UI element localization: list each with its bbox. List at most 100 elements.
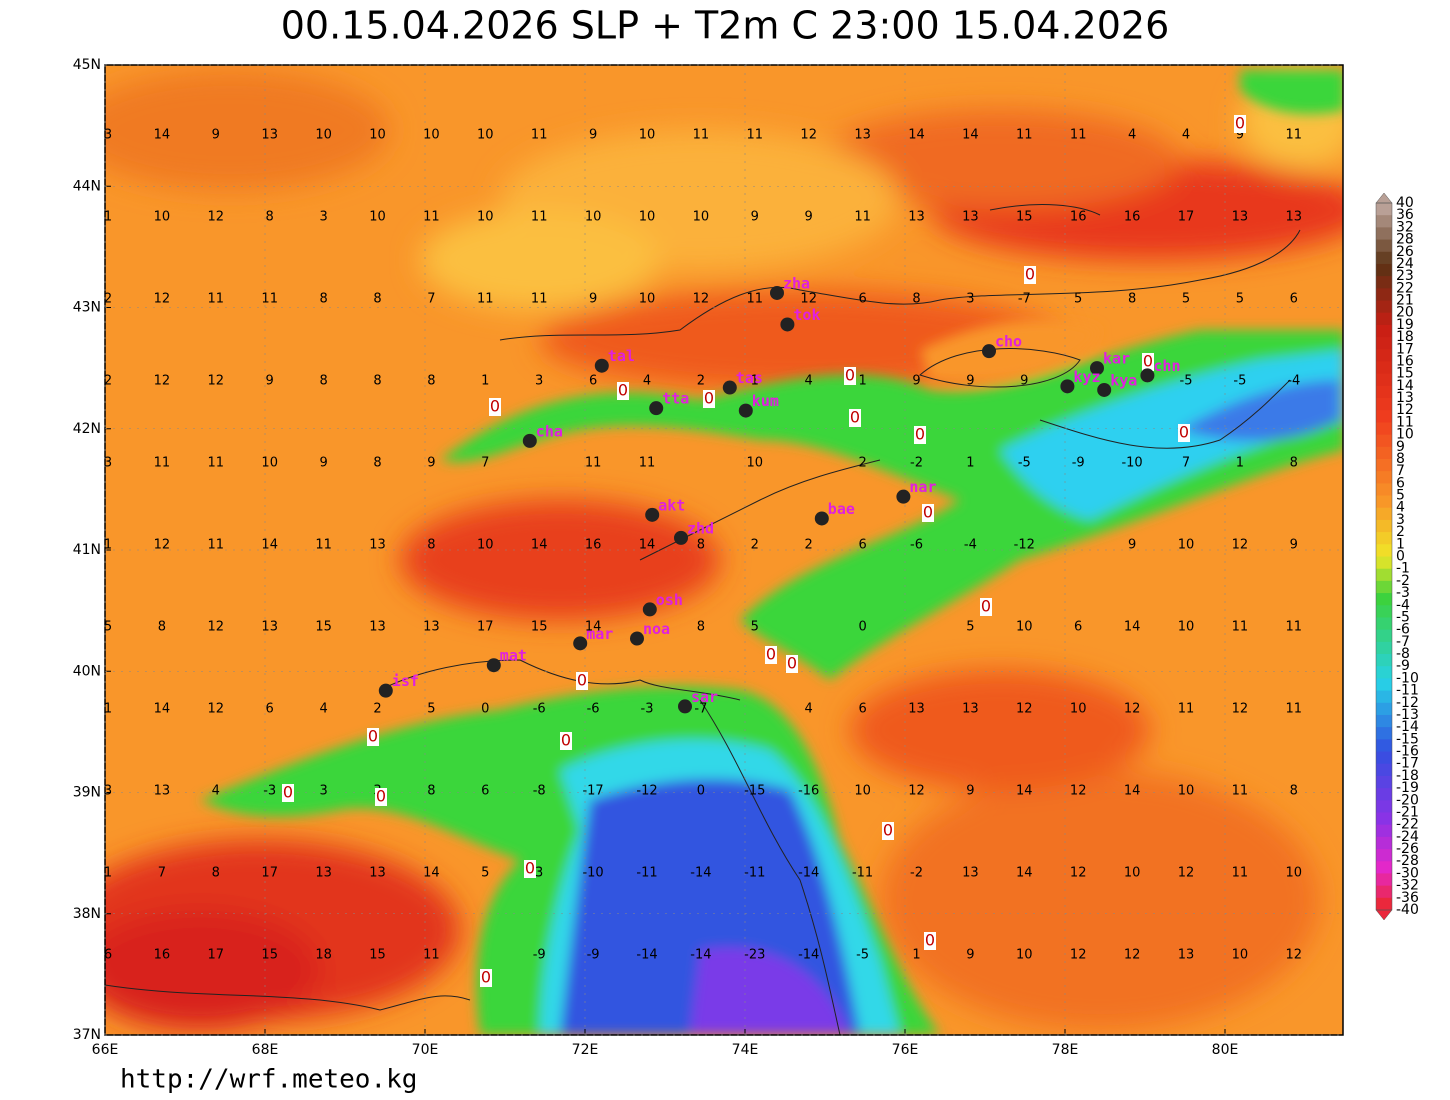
temperature-value: 11 [531, 292, 548, 307]
colorbar-label: 13 [1396, 390, 1414, 406]
temperature-value: 10 [477, 538, 494, 553]
temperature-value: 11 [1232, 866, 1249, 881]
colorbar-label: 5 [1396, 488, 1405, 504]
temperature-value: 12 [800, 292, 817, 307]
temperature-value: -5 [1018, 456, 1031, 471]
city-marker [573, 636, 588, 651]
temperature-value: 8 [319, 374, 327, 389]
contour-label-box [576, 672, 588, 690]
contour-label-box [375, 788, 387, 806]
colorbar-label: -15 [1396, 731, 1419, 747]
temperature-value: -12 [636, 784, 657, 799]
colorbar-label: -2 [1396, 573, 1410, 589]
colorbar-swatch [1376, 203, 1392, 216]
temperature-value: 13 [962, 702, 979, 717]
temperature-value: 13 [908, 210, 925, 225]
temperature-value: 8 [427, 374, 435, 389]
temperature-value: 9 [266, 374, 274, 389]
temperature-value: 3 [104, 456, 112, 471]
temperature-value: -9 [587, 948, 600, 963]
colorbar-swatch [1376, 800, 1392, 813]
contour-label-box [560, 732, 572, 750]
temperature-value: 12 [208, 620, 225, 635]
temperature-value: 11 [1178, 702, 1195, 717]
colorbar-swatch [1376, 495, 1392, 509]
temperature-value: 10 [477, 128, 494, 143]
temperature-value: 5 [1182, 292, 1190, 307]
city-label: kum [752, 392, 779, 410]
colorbar-swatch [1376, 532, 1392, 545]
temperature-value: 2 [805, 538, 813, 553]
temperature-value: 5 [1074, 292, 1082, 307]
contour-label-box [1178, 424, 1190, 442]
city-marker [678, 699, 692, 714]
colorbar-swatch [1376, 263, 1392, 277]
contour-label: 0 [925, 931, 935, 950]
colorbar-label: 24 [1396, 256, 1414, 272]
city-marker [814, 511, 829, 526]
temperature-value: 5 [481, 866, 489, 881]
colorbar-label: 21 [1396, 293, 1414, 309]
y-tick-label: 39N [73, 785, 101, 801]
temperature-value: 12 [1232, 702, 1249, 717]
temperature-value: 10 [369, 210, 386, 225]
colorbar-swatch [1376, 836, 1392, 850]
temperature-value: 16 [585, 538, 602, 553]
temperature-value: 6 [266, 702, 274, 717]
temperature-value: -10 [1121, 456, 1142, 471]
colorbar-label: -11 [1396, 683, 1419, 699]
temperature-value: 10 [369, 128, 386, 143]
temperature-value: -5 [856, 948, 869, 963]
temperature-value: 3 [966, 292, 974, 307]
colorbar-swatch [1376, 885, 1392, 899]
colorbar-label: -6 [1396, 622, 1410, 638]
temperature-value: 11 [1232, 784, 1249, 799]
contour-label-box [282, 784, 294, 802]
temperature-value: -3 [263, 784, 276, 799]
colorbar-swatch [1376, 276, 1392, 289]
city-label: bae [828, 500, 855, 518]
temperature-value: 10 [477, 210, 494, 225]
colorbar-label: 36 [1396, 207, 1414, 223]
temperature-value: 0 [858, 620, 866, 635]
colorbar-label: -1 [1396, 561, 1410, 577]
temperature-value: 12 [1124, 702, 1141, 717]
temperature-value: 12 [154, 374, 171, 389]
temperature-value: -8 [533, 784, 546, 799]
colorbar-label: 32 [1396, 219, 1414, 235]
temperature-value: 12 [1070, 866, 1087, 881]
x-tick-label: 68E [252, 1042, 279, 1058]
city-label: mar [586, 625, 613, 643]
temperature-value: 11 [423, 210, 440, 225]
colorbar-swatch [1376, 373, 1392, 387]
colorbar-cap-bottom [1375, 909, 1393, 921]
contour-label: 0 [376, 787, 386, 806]
temperature-value: 13 [315, 866, 332, 881]
contour-label-box [1142, 353, 1154, 371]
temperature-value: 10 [639, 210, 656, 225]
temperature-value: 10 [1124, 866, 1141, 881]
temperature-value: 13 [962, 866, 979, 881]
colorbar-swatch [1376, 483, 1392, 497]
temperature-value: 1 [912, 948, 920, 963]
temperature-value: 11 [1286, 128, 1303, 143]
temperature-value: 0 [697, 784, 705, 799]
colorbar-swatch [1376, 349, 1392, 362]
temperature-value: 11 [1286, 702, 1303, 717]
temperature-value: 17 [477, 620, 494, 635]
colorbar-swatch [1376, 227, 1392, 241]
contour-label: 0 [981, 597, 991, 616]
temperature-value: 4 [1128, 128, 1136, 143]
y-tick-label: 37N [73, 1027, 101, 1043]
temperature-value: 14 [423, 866, 440, 881]
city-label: zha [783, 274, 810, 292]
temperature-value: 13 [261, 128, 278, 143]
temperature-value: 9 [1020, 374, 1028, 389]
colorbar-swatch [1376, 544, 1392, 557]
temperature-value: 12 [800, 128, 817, 143]
temperature-value: 8 [373, 292, 381, 307]
temperature-value: 11 [693, 128, 710, 143]
temperature-value: 14 [1016, 866, 1033, 881]
colorbar-label: 26 [1396, 244, 1414, 260]
